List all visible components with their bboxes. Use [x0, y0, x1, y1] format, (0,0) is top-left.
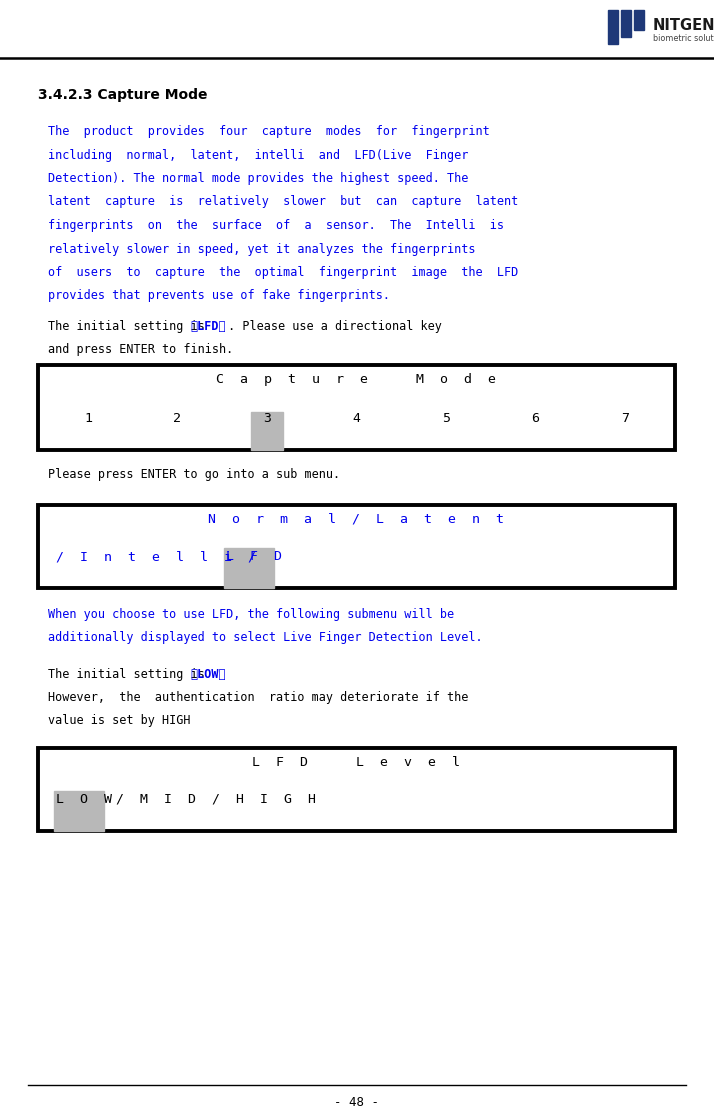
Text: biometric solutions: biometric solutions — [653, 35, 714, 43]
Text: Please press ENTER to go into a sub menu.: Please press ENTER to go into a sub menu… — [48, 467, 340, 481]
Text: 4: 4 — [353, 412, 361, 425]
Text: L  O  W: L O W — [56, 792, 112, 806]
Bar — [621, 10, 631, 37]
Bar — [224, 548, 274, 588]
Text: However,  the  authentication  ratio may deteriorate if the: However, the authentication ratio may de… — [48, 691, 468, 705]
Text: L  F  D: L F D — [226, 550, 282, 563]
Text: Detection). The normal mode provides the highest speed. The: Detection). The normal mode provides the… — [48, 173, 468, 185]
Text: including  normal,  latent,  intelli  and  LFD(Live  Finger: including normal, latent, intelli and LF… — [48, 148, 468, 161]
Bar — [38, 748, 675, 831]
Bar — [54, 791, 104, 831]
Bar — [38, 505, 675, 588]
Bar — [251, 412, 283, 450]
Text: When you choose to use LFD, the following submenu will be: When you choose to use LFD, the followin… — [48, 608, 454, 621]
Text: 『LOW』: 『LOW』 — [191, 668, 226, 681]
Text: 5: 5 — [442, 412, 450, 425]
Text: fingerprints  on  the  surface  of  a  sensor.  The  Intelli  is: fingerprints on the surface of a sensor.… — [48, 219, 504, 232]
Text: value is set by HIGH: value is set by HIGH — [48, 715, 191, 727]
Text: The  product  provides  four  capture  modes  for  fingerprint: The product provides four capture modes … — [48, 125, 490, 138]
Text: The initial setting is: The initial setting is — [48, 668, 219, 681]
Bar — [38, 365, 675, 450]
Text: NITGEN: NITGEN — [653, 18, 714, 33]
Text: C  a  p  t  u  r  e      M  o  d  e: C a p t u r e M o d e — [216, 373, 496, 386]
Bar — [634, 10, 644, 30]
Text: 2: 2 — [174, 412, 181, 425]
Text: 6: 6 — [531, 412, 540, 425]
Text: latent  capture  is  relatively  slower  but  can  capture  latent: latent capture is relatively slower but … — [48, 196, 518, 208]
Text: - 48 -: - 48 - — [334, 1096, 380, 1109]
Text: /  M  I  D  /  H  I  G  H: / M I D / H I G H — [100, 792, 316, 806]
Bar — [608, 10, 618, 45]
Text: 3.4.2.3 Capture Mode: 3.4.2.3 Capture Mode — [38, 88, 208, 102]
Text: . Please use a directional key: . Please use a directional key — [221, 321, 441, 333]
Text: provides that prevents use of fake fingerprints.: provides that prevents use of fake finge… — [48, 289, 390, 303]
Text: 7: 7 — [621, 412, 629, 425]
Text: /  I  n  t  e  l  l  i  /: / I n t e l l i / — [56, 550, 272, 563]
Text: 1: 1 — [84, 412, 92, 425]
Text: 3: 3 — [263, 412, 271, 425]
Text: The initial setting is: The initial setting is — [48, 321, 219, 333]
Text: N  o  r  m  a  l  /  L  a  t  e  n  t: N o r m a l / L a t e n t — [208, 513, 505, 526]
Text: relatively slower in speed, yet it analyzes the fingerprints: relatively slower in speed, yet it analy… — [48, 243, 476, 256]
Text: L  F  D      L  e  v  e  l: L F D L e v e l — [253, 756, 461, 769]
Text: of  users  to  capture  the  optimal  fingerprint  image  the  LFD: of users to capture the optimal fingerpr… — [48, 266, 518, 279]
Text: additionally displayed to select Live Finger Detection Level.: additionally displayed to select Live Fi… — [48, 631, 483, 644]
Text: and press ENTER to finish.: and press ENTER to finish. — [48, 343, 233, 356]
Text: 『LFD』: 『LFD』 — [191, 321, 226, 333]
